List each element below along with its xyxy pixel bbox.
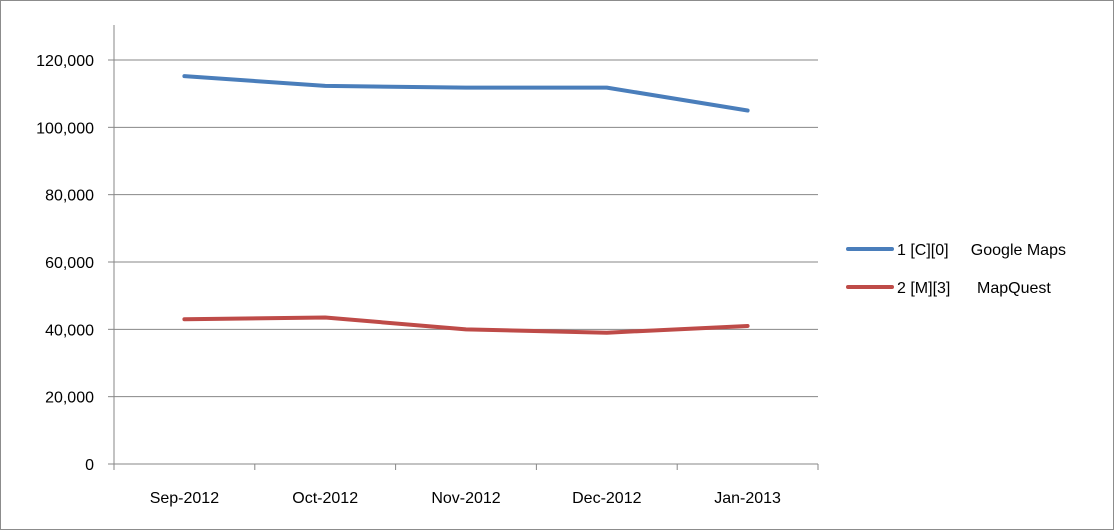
axes <box>113 25 818 465</box>
x-tick-label: Nov-2012 <box>431 490 500 507</box>
y-tick-label: 60,000 <box>45 255 94 272</box>
x-tick-label: Dec-2012 <box>572 490 641 507</box>
gridlines <box>114 59 818 398</box>
legend: 1 [C][0] Google Maps 2 [M][3] MapQuest <box>846 242 1066 297</box>
legend-label-1: 1 [C][0] Google Maps <box>897 242 1066 259</box>
x-tick-label: Oct-2012 <box>292 490 358 507</box>
y-tick-label: 40,000 <box>45 322 94 339</box>
y-tick-label: 120,000 <box>36 53 94 70</box>
series-lines <box>182 74 750 335</box>
y-tick-label: 100,000 <box>36 120 94 137</box>
y-tick-label: 0 <box>85 457 94 474</box>
y-axis-ticks: 0 20,000 40,000 60,000 80,000 100,000 120,000 <box>36 53 114 474</box>
series-line-2 <box>182 315 750 335</box>
legend-label-2: 2 [M][3] MapQuest <box>897 280 1051 297</box>
x-axis-ticks: Sep-2012 Oct-2012 Nov-2012 Dec-2012 Jan-2013 <box>113 464 819 507</box>
x-tick-label: Jan-2013 <box>714 490 781 507</box>
series-line-1 <box>182 74 750 113</box>
x-tick-label: Sep-2012 <box>150 490 219 507</box>
y-tick-label: 20,000 <box>45 390 94 407</box>
y-tick-label: 80,000 <box>45 188 94 205</box>
